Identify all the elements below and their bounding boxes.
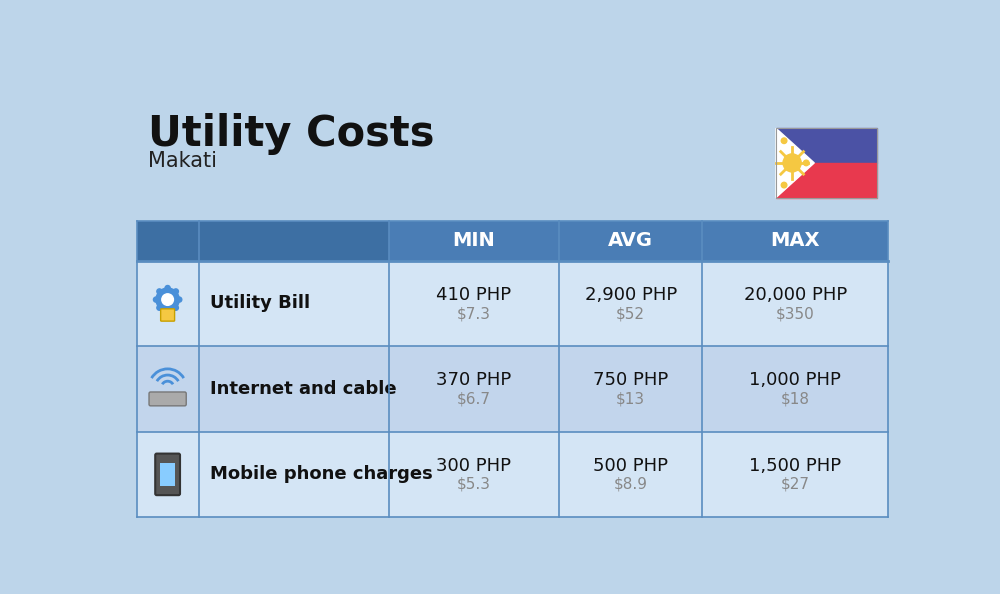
FancyBboxPatch shape [137,220,388,261]
Polygon shape [776,163,877,198]
Text: $18: $18 [781,391,810,406]
FancyBboxPatch shape [161,309,175,321]
Text: 300 PHP: 300 PHP [436,457,511,475]
Text: Makati: Makati [148,151,217,171]
Text: AVG: AVG [608,231,653,250]
FancyBboxPatch shape [137,346,888,432]
Circle shape [781,182,787,188]
Text: Internet and cable: Internet and cable [210,380,397,398]
Text: 2,900 PHP: 2,900 PHP [585,286,677,304]
Circle shape [153,297,159,302]
FancyBboxPatch shape [137,261,888,346]
Polygon shape [776,128,877,163]
Circle shape [173,289,178,294]
Text: 500 PHP: 500 PHP [593,457,668,475]
FancyBboxPatch shape [137,432,888,517]
Circle shape [173,305,178,310]
Circle shape [165,286,170,290]
Circle shape [177,297,182,302]
Text: 1,000 PHP: 1,000 PHP [749,371,841,389]
Text: Utility Costs: Utility Costs [148,113,435,155]
Text: MAX: MAX [771,231,820,250]
Text: 370 PHP: 370 PHP [436,371,511,389]
Text: $5.3: $5.3 [457,477,491,492]
Circle shape [162,294,173,305]
Circle shape [781,138,787,144]
Circle shape [803,160,809,166]
Text: 20,000 PHP: 20,000 PHP [744,286,847,304]
FancyBboxPatch shape [155,454,180,495]
Circle shape [783,154,801,172]
FancyBboxPatch shape [137,220,888,261]
Circle shape [157,305,162,310]
Circle shape [165,309,170,314]
Text: Utility Bill: Utility Bill [210,295,310,312]
FancyBboxPatch shape [149,392,186,406]
Text: $6.7: $6.7 [457,391,491,406]
FancyBboxPatch shape [160,463,175,486]
Text: $27: $27 [781,477,810,492]
Polygon shape [776,128,814,198]
Text: $350: $350 [776,306,815,321]
Text: 1,500 PHP: 1,500 PHP [749,457,841,475]
Polygon shape [776,128,877,198]
Text: MIN: MIN [452,231,495,250]
Text: $52: $52 [616,306,645,321]
Circle shape [156,288,179,311]
Text: Mobile phone charges: Mobile phone charges [210,465,433,484]
Circle shape [157,289,162,294]
Text: $7.3: $7.3 [457,306,491,321]
Text: $8.9: $8.9 [614,477,648,492]
Text: 750 PHP: 750 PHP [593,371,668,389]
Text: $13: $13 [616,391,645,406]
Text: 410 PHP: 410 PHP [436,286,511,304]
